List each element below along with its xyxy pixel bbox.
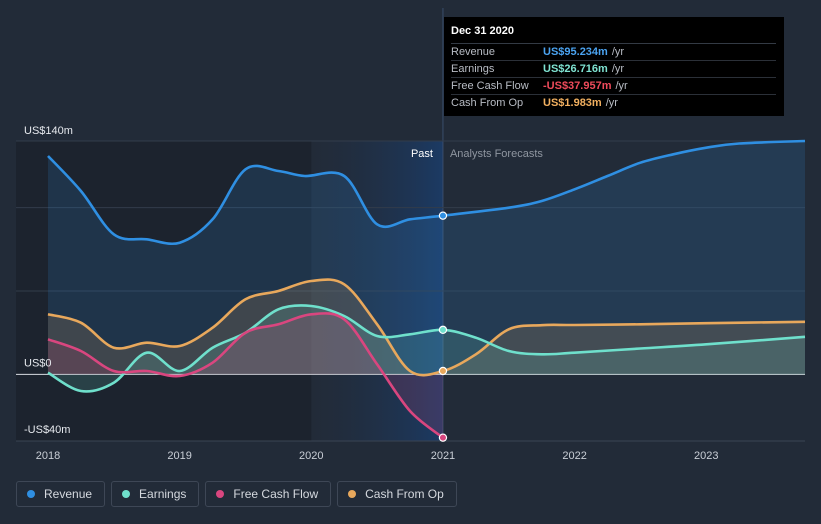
earnings-marker (438, 325, 448, 335)
legend-cash-from-op[interactable]: Cash From Op (337, 481, 457, 507)
tooltip-label: Cash From Op (451, 97, 524, 109)
tooltip-date: Dec 31 2020 (451, 23, 776, 44)
tooltip-value: -US$37.957m (543, 80, 612, 92)
free-cash-flow-line (47, 312, 444, 439)
cash-from-op-line (47, 278, 806, 377)
tooltip-label: Revenue (451, 46, 496, 58)
legend-free-cash-flow[interactable]: Free Cash Flow (205, 481, 332, 507)
y-tick-label: US$140m (24, 125, 73, 137)
tooltip-label: Earnings (451, 63, 495, 75)
earnings-line (47, 304, 806, 393)
y-tick-label: -US$40m (24, 424, 70, 436)
tooltip-row-cash-from-op: Cash From Op US$1.983m /yr (451, 95, 776, 111)
tooltip-unit: /yr (611, 46, 625, 58)
legend: Revenue Earnings Free Cash Flow Cash Fro… (16, 481, 457, 507)
tooltip-row-earnings: Earnings US$26.716m /yr (451, 61, 776, 78)
tooltip-row-free-cash-flow: Free Cash Flow -US$37.957m /yr (451, 78, 776, 95)
tooltip-value: US$95.234m (543, 46, 608, 58)
tooltip-unit: /yr (611, 63, 625, 75)
free-cash-flow-dot-icon (216, 490, 225, 498)
tooltip-row-revenue: Revenue US$95.234m /yr (451, 44, 776, 61)
x-tick-label: 2020 (299, 450, 323, 462)
y-tick-label: US$0 (24, 357, 52, 369)
x-tick-label: 2022 (562, 450, 586, 462)
tooltip-value: US$26.716m (543, 63, 608, 75)
x-tick-label: 2021 (431, 450, 455, 462)
x-tick-label: 2018 (36, 450, 60, 462)
legend-revenue[interactable]: Revenue (16, 481, 106, 507)
cash-from-op-marker (438, 366, 448, 376)
tooltip-value: US$1.983m (543, 97, 602, 109)
earnings-area (48, 305, 805, 392)
analysts-forecasts-label: Analysts Forecasts (450, 148, 543, 160)
past-label: Past (411, 148, 433, 160)
free-cash-flow-area (48, 313, 443, 438)
revenue-dot-icon (27, 490, 35, 498)
tooltip-unit: /yr (615, 80, 628, 92)
revenue-line (47, 139, 806, 246)
legend-label: Free Cash Flow (233, 487, 319, 501)
cash-from-op-dot-icon (348, 490, 357, 498)
legend-earnings[interactable]: Earnings (111, 481, 200, 507)
legend-label: Earnings (139, 487, 187, 501)
revenue-area (48, 141, 805, 375)
tooltip: Dec 31 2020 Revenue US$95.234m /yr Earni… (444, 17, 784, 116)
x-tick-label: 2023 (694, 450, 718, 462)
tooltip-label: Free Cash Flow (451, 80, 529, 92)
revenue-marker (438, 211, 448, 220)
legend-label: Revenue (44, 487, 93, 501)
x-tick-label: 2019 (167, 450, 191, 462)
legend-label: Cash From Op (365, 487, 444, 501)
earnings-dot-icon (122, 490, 131, 498)
tooltip-unit: /yr (605, 97, 618, 109)
free-cash-flow-marker (438, 433, 448, 442)
